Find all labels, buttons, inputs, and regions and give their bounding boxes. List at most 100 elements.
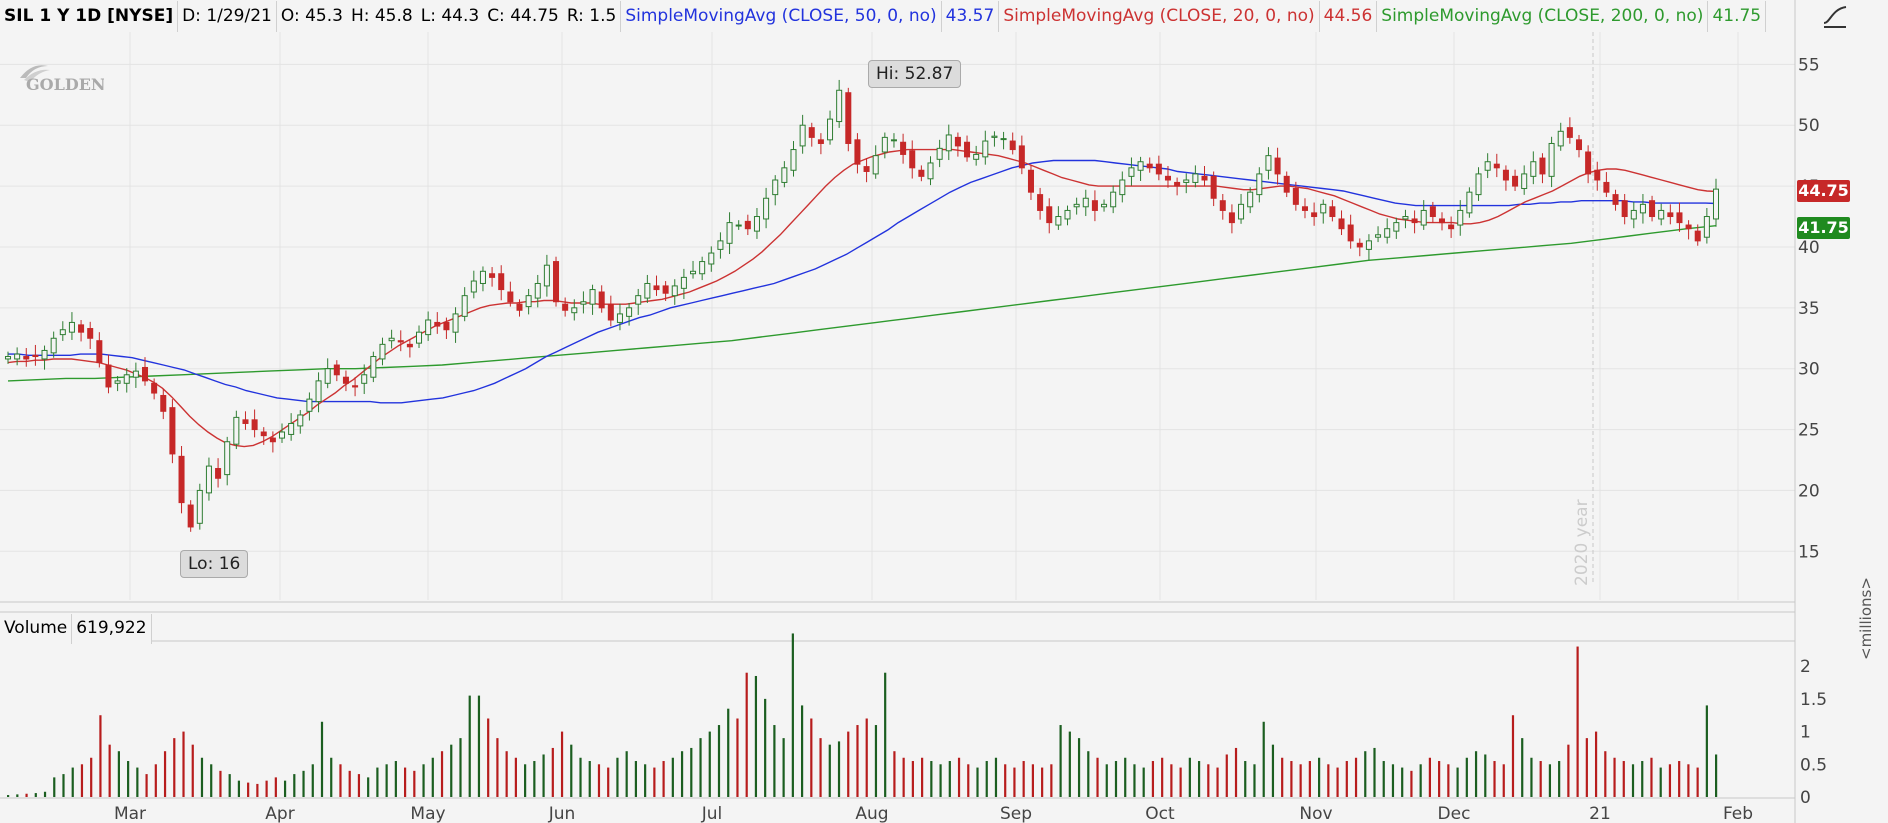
candle [388, 329, 395, 349]
volume-bar [1336, 767, 1339, 797]
candle [817, 133, 824, 155]
candle [215, 458, 222, 488]
candle [1694, 224, 1701, 246]
volume-bar [533, 761, 536, 797]
volume-bar [367, 777, 370, 797]
candle [607, 295, 614, 327]
candle [1320, 199, 1327, 224]
volume-bar [274, 777, 277, 797]
candle [671, 279, 678, 305]
candle [1201, 166, 1208, 187]
golden-logo: GOLDEN [14, 60, 106, 100]
volume-bar [597, 764, 601, 797]
candle [1475, 167, 1482, 201]
candle [964, 135, 971, 162]
candle [96, 332, 103, 368]
volume-bar [1456, 767, 1459, 797]
candle [1311, 202, 1318, 226]
volume-bar [1271, 744, 1275, 797]
candle [1649, 195, 1656, 222]
volume-bar [1114, 761, 1118, 797]
volume-bar [265, 780, 268, 797]
candle [397, 330, 404, 352]
volume-bar [1105, 764, 1108, 797]
candle [1137, 156, 1144, 181]
volume-bar [810, 718, 813, 797]
candle [178, 446, 185, 514]
sma20-line [7, 148, 1717, 448]
candle [68, 312, 75, 340]
volume-axis[interactable]: 0 0.5 1 1.5 2 [1800, 657, 1827, 808]
open-value: O: 45.3 [276, 1, 347, 32]
volume-value: 619,922 [72, 614, 152, 644]
drawing-tool-icon[interactable] [1820, 3, 1850, 31]
candle [1219, 194, 1226, 220]
candle [543, 254, 550, 297]
volume-bar [1668, 764, 1672, 797]
volume-bar [1207, 764, 1210, 797]
candle [790, 141, 797, 177]
candle [534, 274, 541, 308]
volume-bar [514, 757, 517, 797]
volume-bar [967, 764, 970, 797]
candle [1146, 157, 1153, 173]
candle [936, 139, 943, 168]
volume-bar [1022, 761, 1025, 797]
volume-bar [1539, 761, 1542, 797]
candle [1502, 165, 1509, 191]
volume-bar [1715, 754, 1718, 797]
volume-bar [413, 770, 416, 797]
volume-bar [847, 731, 850, 797]
candle [1676, 202, 1683, 232]
volume-label[interactable]: Volume [0, 614, 73, 644]
volume-header: Volume 619,922 [0, 614, 152, 644]
volume-bar [228, 774, 231, 797]
volume-bar [1068, 731, 1071, 797]
candle [735, 220, 742, 230]
candle [41, 345, 48, 370]
candle [1292, 181, 1299, 211]
candle [845, 87, 852, 152]
time-axis[interactable]: Mar Apr May Jun Jul Aug Sep Oct Nov Dec 21 Feb [114, 804, 1753, 823]
volume-bar [560, 731, 564, 797]
candle [251, 409, 258, 438]
volume-bar [1493, 761, 1496, 797]
candle [169, 399, 176, 464]
candle [808, 122, 815, 147]
time-tick-label: Nov [1299, 804, 1332, 823]
volume-bar [1594, 731, 1598, 797]
candle [982, 130, 989, 165]
candle [489, 267, 496, 287]
candle [1338, 210, 1345, 236]
volume-bar [1585, 738, 1588, 797]
sma20-study-label[interactable]: SimpleMovingAvg (CLOSE, 20, 0, no) [999, 1, 1320, 32]
candle [306, 392, 313, 421]
candle [1037, 187, 1044, 220]
candle [1283, 171, 1290, 198]
volume-bar [1004, 764, 1007, 797]
candle [1512, 169, 1519, 191]
candle [580, 291, 587, 314]
volume-bar [136, 767, 139, 797]
volume-bar [930, 761, 933, 797]
volume-bar [893, 751, 896, 797]
volume-bar [1474, 751, 1478, 797]
time-tick-label: 21 [1589, 804, 1611, 823]
candle [50, 331, 57, 358]
volume-bar [1345, 761, 1348, 797]
price-axis[interactable]: 152025303540455055 [1798, 55, 1820, 562]
candle [690, 260, 697, 279]
volume-bar [570, 744, 573, 797]
candle [635, 288, 642, 315]
sma200-study-label[interactable]: SimpleMovingAvg (CLOSE, 200, 0, no) [1377, 1, 1709, 32]
candle [753, 208, 760, 239]
price-tick-label: 20 [1798, 481, 1820, 501]
price-tick-label: 30 [1798, 360, 1820, 380]
candle [160, 388, 167, 420]
candle [1530, 151, 1537, 185]
sma50-study-label[interactable]: SimpleMovingAvg (CLOSE, 50, 0, no) [621, 1, 942, 32]
candle [361, 364, 368, 395]
symbol-label[interactable]: SIL 1 Y 1D [NYSE] [0, 1, 179, 32]
